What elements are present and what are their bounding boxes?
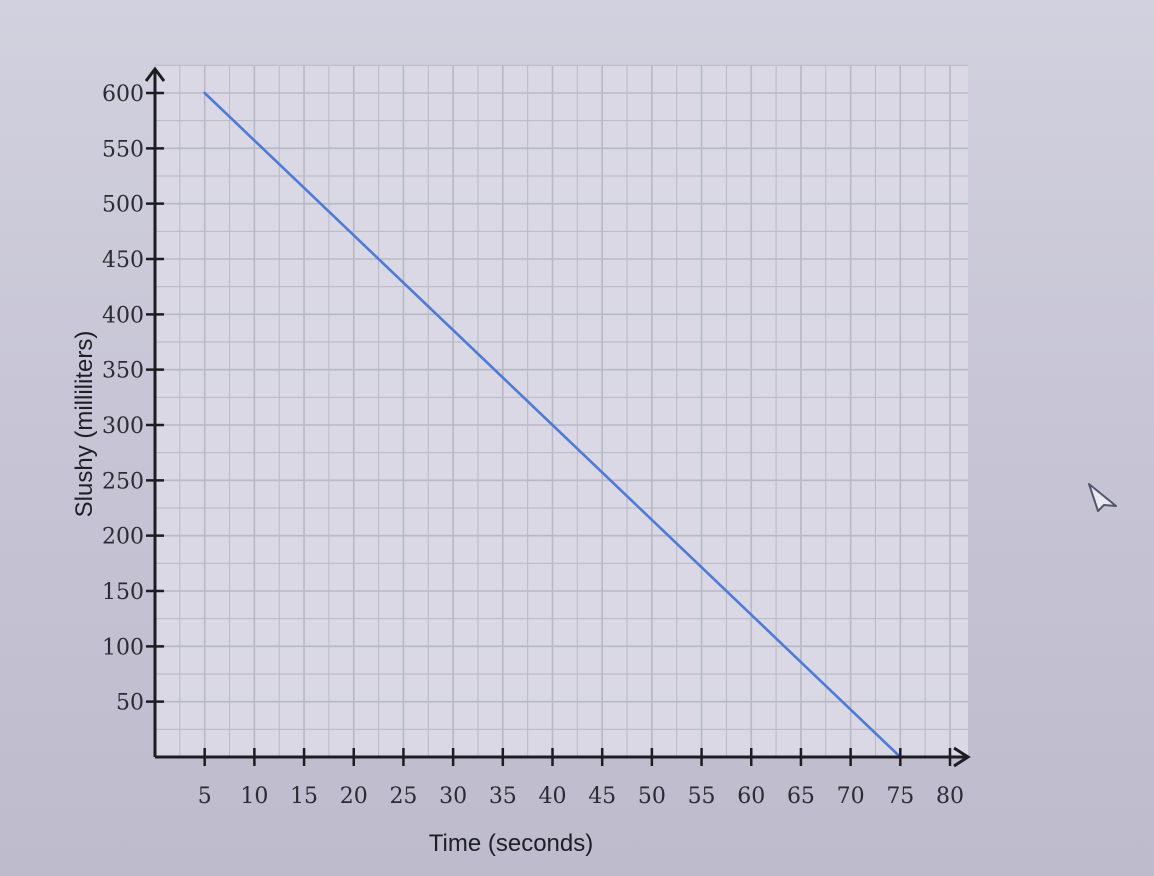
y-tick-label: 400 (102, 303, 144, 328)
x-axis-title: Time (seconds) (429, 830, 593, 857)
x-tick-label: 50 (638, 784, 666, 809)
y-tick-label: 150 (102, 580, 144, 605)
x-tick-label: 20 (340, 784, 368, 809)
y-axis-arrow (144, 66, 166, 82)
y-tick-label: 550 (102, 137, 144, 162)
x-axis-arrow (953, 746, 971, 768)
x-tick-label: 55 (688, 784, 716, 809)
y-axis-title: Slushy (milliliters) (71, 331, 98, 518)
y-tick-label: 450 (102, 248, 144, 273)
x-tick-label: 25 (389, 784, 417, 809)
plot-background (155, 66, 968, 757)
x-tick-label: 30 (439, 784, 467, 809)
series-line (203, 91, 902, 759)
x-tick-label: 70 (837, 784, 865, 809)
x-tick-label: 10 (240, 784, 268, 809)
x-axis-ticks: 5 10 15 20 25 30 35 40 45 50 55 60 65 70 75 80 (198, 748, 964, 809)
x-tick-label: 15 (290, 784, 318, 809)
series-layer (203, 91, 902, 759)
x-tick-label: 75 (886, 784, 914, 809)
y-tick-label: 300 (102, 414, 144, 439)
x-tick-label: 5 (198, 784, 212, 809)
y-tick-label: 600 (102, 82, 144, 107)
y-tick-label: 500 (102, 193, 144, 218)
x-tick-label: 80 (936, 784, 964, 809)
y-tick-label: 50 (116, 691, 144, 716)
y-tick-label: 100 (102, 635, 144, 660)
grid (155, 64, 968, 757)
x-tick-label: 65 (787, 784, 815, 809)
y-tick-label: 250 (102, 469, 144, 494)
axes (144, 66, 971, 768)
y-tick-label: 350 (102, 359, 144, 384)
x-tick-label: 35 (489, 784, 517, 809)
x-tick-label: 45 (588, 784, 616, 809)
x-tick-label: 60 (737, 784, 765, 809)
y-axis-ticks: 50 100 150 200 250 300 350 400 450 500 550 600 (102, 82, 164, 716)
y-tick-label: 200 (102, 525, 144, 550)
mouse-pointer-icon (1088, 483, 1117, 512)
x-tick-label: 40 (539, 784, 567, 809)
